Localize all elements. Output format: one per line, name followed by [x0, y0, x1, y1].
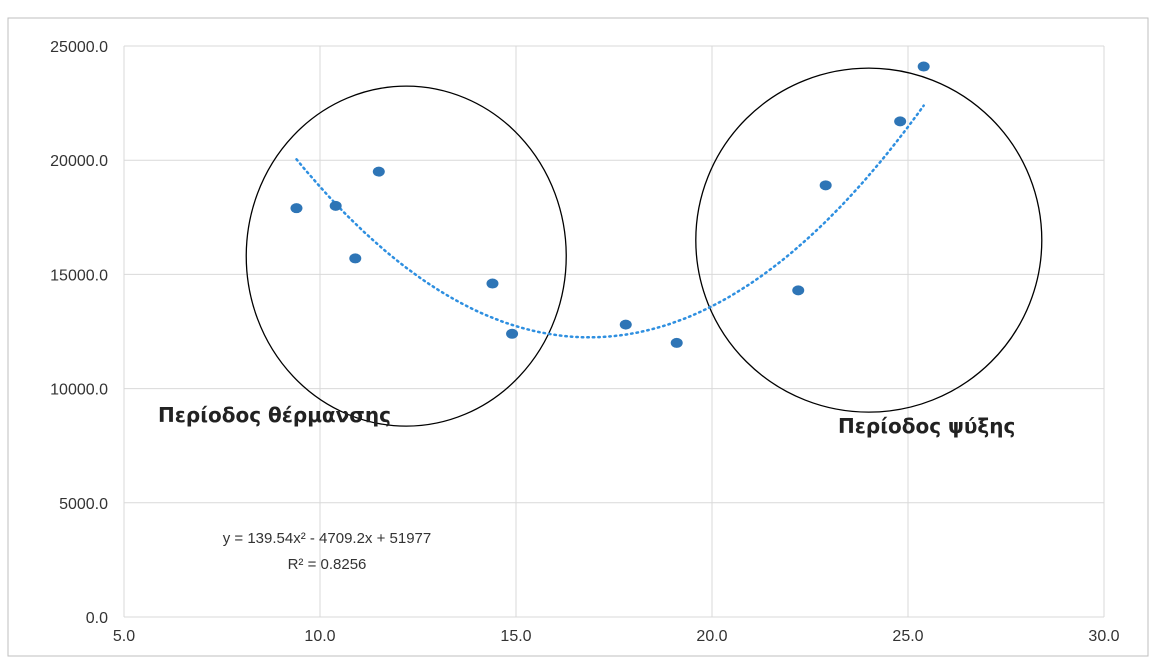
data-points [290, 61, 930, 348]
y-tick-label: 5000.0 [59, 496, 108, 513]
x-tick-label: 10.0 [304, 628, 335, 645]
y-tick-label: 15000.0 [50, 267, 108, 284]
gridlines [123, 45, 1105, 618]
trendline-layer [295, 104, 925, 339]
data-point [619, 319, 632, 330]
y-tick-label: 20000.0 [50, 153, 108, 170]
data-point [670, 337, 683, 348]
data-point [290, 203, 303, 214]
heating-period-circle [245, 85, 567, 427]
cooling-period-label: Περίοδος ψύξης [838, 414, 1015, 438]
data-point [792, 285, 805, 296]
x-tick-label: 15.0 [500, 628, 531, 645]
data-point [506, 328, 519, 339]
y-axis-ticks: 0.0 5000.0 10000.0 15000.0 20000.0 25000.0 [50, 39, 108, 627]
polynomial-trendline [295, 104, 925, 339]
y-tick-label: 25000.0 [50, 39, 108, 56]
x-axis-ticks: 5.0 10.0 15.0 20.0 25.0 30.0 [113, 628, 1120, 645]
y-tick-label: 0.0 [86, 610, 108, 627]
heating-period-label: Περίοδος θέρμανσης [158, 403, 391, 427]
x-tick-label: 5.0 [113, 628, 135, 645]
trendline-equation: y = 139.54x² - 4709.2x + 51977 [223, 530, 431, 547]
y-tick-label: 10000.0 [50, 382, 108, 399]
trendline-r-squared: R² = 0.8256 [288, 556, 367, 573]
data-point [329, 200, 342, 211]
x-tick-label: 25.0 [892, 628, 923, 645]
data-point [894, 116, 907, 127]
data-point [486, 278, 499, 289]
data-point [372, 166, 385, 177]
annotation-circles [245, 67, 1043, 427]
x-tick-label: 20.0 [696, 628, 727, 645]
data-point [349, 253, 362, 264]
data-point [917, 61, 930, 72]
x-tick-label: 30.0 [1088, 628, 1119, 645]
data-point [819, 180, 832, 191]
cooling-period-circle [695, 67, 1043, 413]
